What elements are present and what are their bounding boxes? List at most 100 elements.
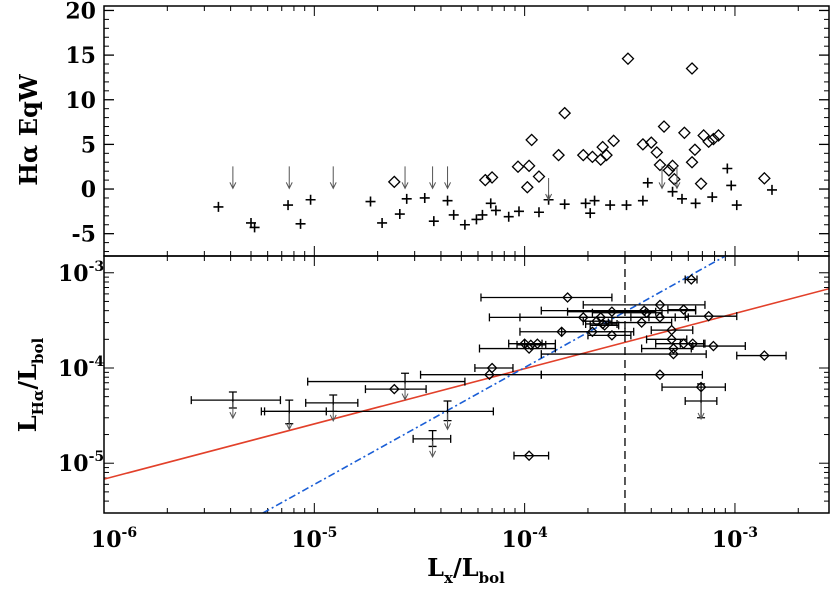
top-cross-point [690, 198, 701, 209]
top-panel-marks [213, 52, 777, 233]
top-cross-point [401, 193, 412, 204]
bottom-panel-xtick-labels: 10-6 10-5 10-4 10-3 [91, 525, 758, 553]
bottom-diamond-point [668, 348, 679, 360]
red-fit-line [104, 287, 829, 480]
top-diamond-point [666, 159, 679, 173]
bottom-xtick-label: 10-5 [291, 525, 337, 553]
bottom-diamond-point [562, 292, 573, 303]
top-diamond-point [688, 143, 702, 157]
bottom-panel-xlabel: Lx/Lbol [427, 553, 505, 587]
bottom-ytick-label: 10-4 [58, 354, 104, 382]
bottom-xerror-bar [582, 300, 706, 309]
top-cross-point [707, 192, 718, 203]
bottom-panel-ylabel: LHα/Lbol [13, 337, 47, 432]
bottom-xerror-bar [364, 385, 427, 394]
top-cross-point [477, 209, 488, 220]
top-diamond-point [552, 148, 565, 162]
top-diamond-point [576, 148, 590, 162]
bottom-diamond-point [685, 274, 697, 285]
top-cross-point [305, 194, 316, 205]
bottom-upper-limit-arrow [429, 440, 437, 459]
top-upper-limit-arrow [444, 166, 451, 190]
top-cross-point [377, 217, 388, 228]
top-ytick-label: -5 [72, 222, 96, 248]
bottom-ytick-label: 10-5 [58, 449, 104, 477]
top-diamond-point [685, 155, 699, 169]
bottom-diamond-point [668, 343, 679, 354]
top-diamond-point [757, 171, 771, 185]
top-diamond-point [478, 173, 492, 187]
bottom-diamond-point [483, 369, 495, 381]
top-cross-point [621, 200, 632, 211]
top-diamond-point [667, 172, 681, 186]
top-panel-ylabel: Hα EqW [14, 73, 43, 186]
top-diamond-point [485, 171, 499, 184]
top-cross-point [585, 208, 596, 219]
bottom-xerror-bar [630, 313, 689, 322]
top-diamond-point [607, 134, 621, 148]
bottom-xerror-bar [263, 407, 495, 416]
bottom-xerror-bar [561, 327, 626, 336]
bottom-xerror-bar [736, 351, 787, 360]
bottom-panel-frame [103, 255, 830, 514]
bottom-xerror-bar [661, 383, 726, 392]
top-upper-limit-arrow [545, 177, 553, 202]
top-ytick-label: 15 [65, 43, 96, 69]
top-diamond-point [525, 133, 539, 147]
bottom-panel-marks [190, 274, 787, 462]
top-diamond-point [644, 136, 658, 150]
top-cross-point [442, 195, 453, 206]
top-ytick-label: 0 [81, 177, 96, 203]
top-cross-point [642, 177, 653, 188]
top-upper-limit-arrow [658, 166, 666, 190]
top-cross-point [471, 214, 482, 225]
bottom-xtick-label: 10-3 [712, 525, 758, 553]
bottom-xerror-bar [419, 370, 542, 379]
bottom-xerror-bar [474, 363, 514, 372]
bottom-upper-limit-arrow [329, 404, 337, 423]
bottom-diamond-point [636, 317, 648, 328]
top-diamond-point [712, 129, 725, 142]
top-panel: -5 0 5 10 15 20 Hα EqW [14, 0, 830, 257]
top-ytick-label: 20 [65, 0, 96, 24]
top-cross-point [676, 193, 687, 204]
bottom-diamond-point [586, 326, 598, 338]
bottom-upper-limit-arrow [697, 403, 705, 421]
top-upper-limit-arrow [673, 166, 681, 190]
top-diamond-point [662, 163, 676, 177]
top-diamond-point [522, 159, 536, 173]
top-cross-point [365, 196, 376, 207]
top-cross-point [766, 184, 777, 195]
top-diamond-point [650, 146, 664, 159]
bottom-xerror-bar [684, 312, 738, 321]
top-cross-point [533, 207, 544, 218]
top-cross-point [580, 198, 591, 209]
top-cross-point [295, 218, 306, 229]
top-ytick-label: 10 [65, 88, 96, 114]
top-diamond-point [520, 180, 534, 194]
top-diamond-point [657, 120, 671, 133]
bottom-xerror-bar [305, 398, 359, 407]
top-cross-point [637, 195, 648, 206]
top-diamond-point [585, 150, 599, 164]
bottom-diamond-point [606, 329, 618, 341]
top-upper-limit-arrow [401, 166, 409, 190]
bottom-xerror-bar [513, 451, 550, 460]
bottom-xerror-bar [640, 344, 692, 353]
bottom-xerror-bar [478, 344, 557, 353]
bottom-xerror-bar [540, 306, 697, 315]
top-panel-ytick-labels: -5 0 5 10 15 20 [65, 0, 96, 248]
bottom-panel-fit-lines [104, 256, 829, 513]
top-cross-point [419, 192, 430, 203]
blue-fit-line [262, 256, 726, 513]
bottom-upper-limit-arrow [401, 383, 409, 401]
top-cross-point [731, 200, 742, 211]
top-diamond-point [694, 177, 708, 191]
top-cross-point [490, 205, 501, 216]
top-upper-limit-arrow [329, 166, 337, 190]
top-diamond-point [532, 170, 546, 183]
top-diamond-point [600, 148, 613, 162]
top-diamond-point [596, 140, 610, 154]
bottom-diamond-point [758, 350, 770, 361]
bottom-diamond-point [556, 326, 568, 338]
